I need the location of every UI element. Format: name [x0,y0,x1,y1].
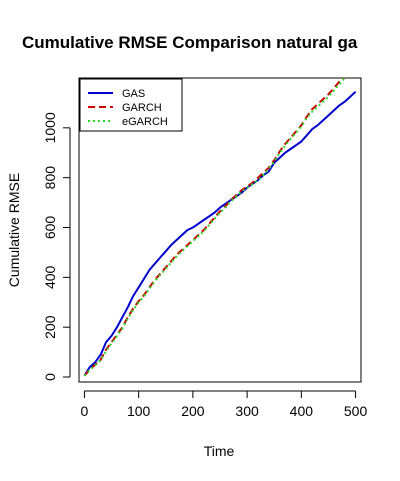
y-tick-label: 0 [42,373,58,381]
legend-label-egarch: eGARCH [122,116,168,128]
x-tick-label: 0 [81,403,89,419]
x-tick-label: 400 [290,403,314,419]
y-tick-label: 600 [42,216,58,240]
x-axis-label: Time [204,443,235,459]
series-group [83,78,357,377]
y-axis: 0 200 400 600 800 1000 [42,112,71,381]
y-axis-label: Cumulative RMSE [6,173,22,287]
plot-frame [78,77,362,383]
series-line-gas [83,90,357,377]
y-tick-label: 200 [42,315,58,339]
series-line-garch [83,78,345,377]
y-tick-label: 400 [42,265,58,289]
y-tick-label: 800 [42,166,58,190]
legend-label-garch: GARCH [122,102,162,114]
legend: GAS GARCH eGARCH [79,78,183,132]
chart-title: Cumulative RMSE Comparison natural ga [22,33,358,52]
x-axis: 0 100 200 300 400 500 [81,390,368,419]
legend-label-gas: GAS [122,88,145,100]
series-line-egarch [83,78,346,377]
legend-box [79,78,183,132]
y-tick-label: 1000 [42,112,58,143]
x-tick-label: 200 [181,403,205,419]
x-tick-label: 500 [344,403,368,419]
x-tick-label: 300 [235,403,259,419]
x-tick-label: 100 [127,403,151,419]
